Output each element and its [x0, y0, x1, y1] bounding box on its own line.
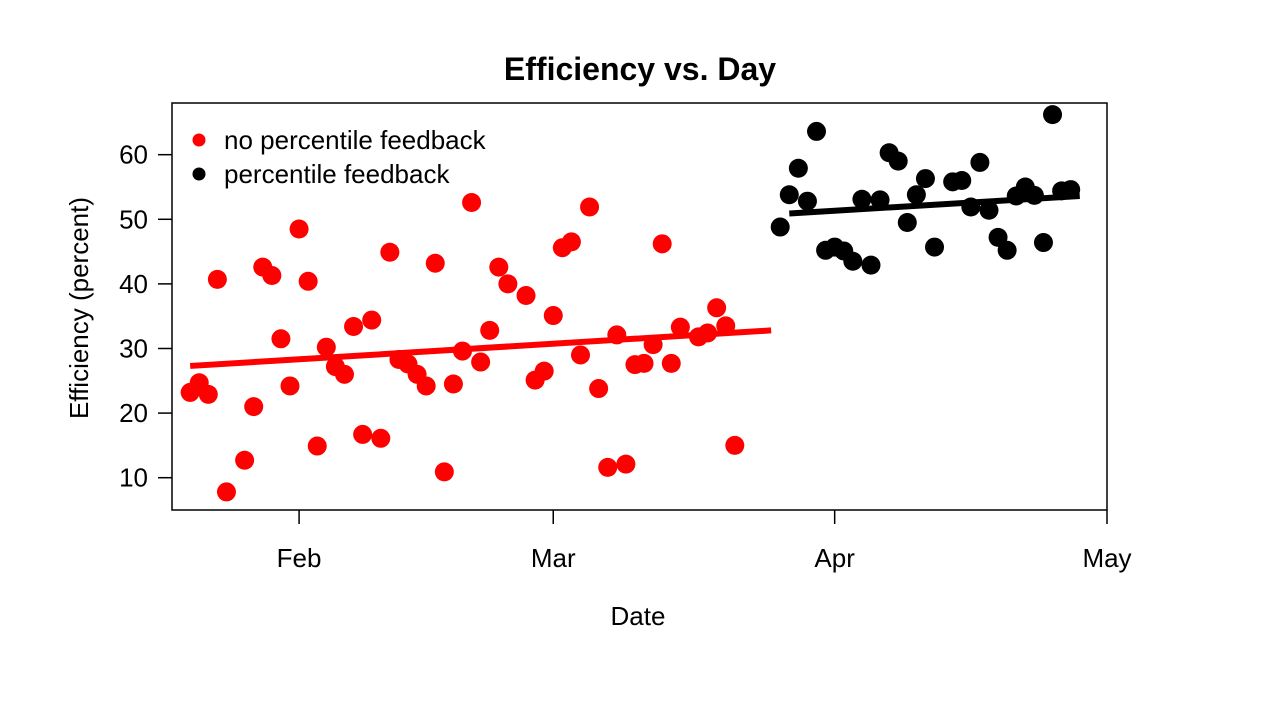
- data-point: [452, 341, 472, 361]
- y-axis-label: Efficiency (percent): [64, 197, 94, 419]
- data-point: [997, 240, 1017, 260]
- data-point: [416, 376, 436, 396]
- data-point: [770, 217, 790, 237]
- data-point: [906, 185, 926, 205]
- data-point: [362, 310, 382, 330]
- data-point: [888, 151, 908, 171]
- data-point: [698, 323, 718, 343]
- trend-line-0: [189, 327, 772, 369]
- data-point: [280, 376, 300, 396]
- y-tick-label: 40: [119, 269, 148, 299]
- data-point: [353, 424, 373, 444]
- data-point: [289, 219, 309, 239]
- data-point: [643, 335, 663, 355]
- data-point: [271, 329, 291, 349]
- legend: no percentile feedback percentile feedbac…: [192, 125, 487, 189]
- x-tick-label: Feb: [277, 543, 322, 573]
- data-point: [434, 462, 454, 482]
- data-point: [1033, 233, 1053, 253]
- data-point: [716, 316, 736, 336]
- data-point: [498, 274, 518, 294]
- data-point: [952, 171, 972, 191]
- data-point: [961, 197, 981, 217]
- legend-label: no percentile feedback: [224, 125, 487, 155]
- y-tick-label: 60: [119, 140, 148, 170]
- data-point: [489, 257, 509, 277]
- data-point: [534, 361, 554, 381]
- y-tick-label: 10: [119, 463, 148, 493]
- data-point: [316, 337, 336, 357]
- data-point: [380, 242, 400, 262]
- data-point: [262, 265, 282, 285]
- legend-marker: [192, 167, 206, 181]
- data-point: [843, 251, 863, 271]
- data-point: [207, 269, 227, 289]
- data-point: [1043, 105, 1063, 125]
- x-axis: Feb Mar Apr May: [277, 510, 1132, 573]
- data-point: [652, 234, 672, 254]
- data-point: [852, 189, 872, 209]
- data-point: [543, 306, 563, 326]
- data-point: [861, 255, 881, 275]
- data-point: [198, 384, 218, 404]
- data-point: [334, 364, 354, 384]
- data-point: [661, 353, 681, 373]
- data-point: [570, 345, 590, 365]
- data-point: [797, 191, 817, 211]
- data-point: [870, 190, 890, 210]
- y-tick-label: 30: [119, 333, 148, 363]
- data-point: [970, 152, 990, 172]
- x-tick-label: May: [1082, 543, 1131, 573]
- data-point: [235, 450, 255, 470]
- data-point: [707, 298, 727, 318]
- data-point: [344, 317, 364, 337]
- plot-frame: [171, 102, 1108, 511]
- chart-title: Efficiency vs. Day: [504, 51, 776, 87]
- data-point: [598, 457, 618, 477]
- data-point: [589, 379, 609, 399]
- x-tick-label: Apr: [814, 543, 855, 573]
- data-point: [634, 353, 654, 373]
- data-point: [462, 192, 482, 212]
- data-point: [443, 374, 463, 394]
- legend-marker: [192, 133, 206, 147]
- y-tick-label: 50: [119, 204, 148, 234]
- y-tick-label: 20: [119, 398, 148, 428]
- data-point: [779, 185, 799, 205]
- data-point: [788, 158, 808, 178]
- data-point: [925, 237, 945, 257]
- data-point: [607, 325, 627, 345]
- data-point: [1024, 185, 1044, 205]
- data-point: [298, 271, 318, 291]
- data-point: [307, 436, 327, 456]
- data-points: [180, 105, 1081, 502]
- data-point: [670, 317, 690, 337]
- x-tick-label: Mar: [531, 543, 576, 573]
- data-point: [471, 352, 491, 372]
- legend-label: percentile feedback: [224, 159, 450, 189]
- x-axis-label: Date: [611, 601, 666, 631]
- data-point: [616, 454, 636, 474]
- data-point: [897, 213, 917, 233]
- data-point: [580, 197, 600, 217]
- y-axis: 10 20 30 40 50 60: [119, 140, 172, 493]
- data-point: [244, 397, 264, 417]
- data-point: [516, 286, 536, 306]
- data-point: [725, 435, 745, 455]
- data-point: [425, 253, 445, 273]
- data-point: [371, 428, 391, 448]
- data-point: [807, 121, 827, 141]
- data-point: [480, 320, 500, 340]
- data-point: [915, 169, 935, 189]
- data-point: [979, 200, 999, 220]
- data-point: [216, 482, 236, 502]
- data-point: [1061, 180, 1081, 200]
- data-point: [561, 232, 581, 252]
